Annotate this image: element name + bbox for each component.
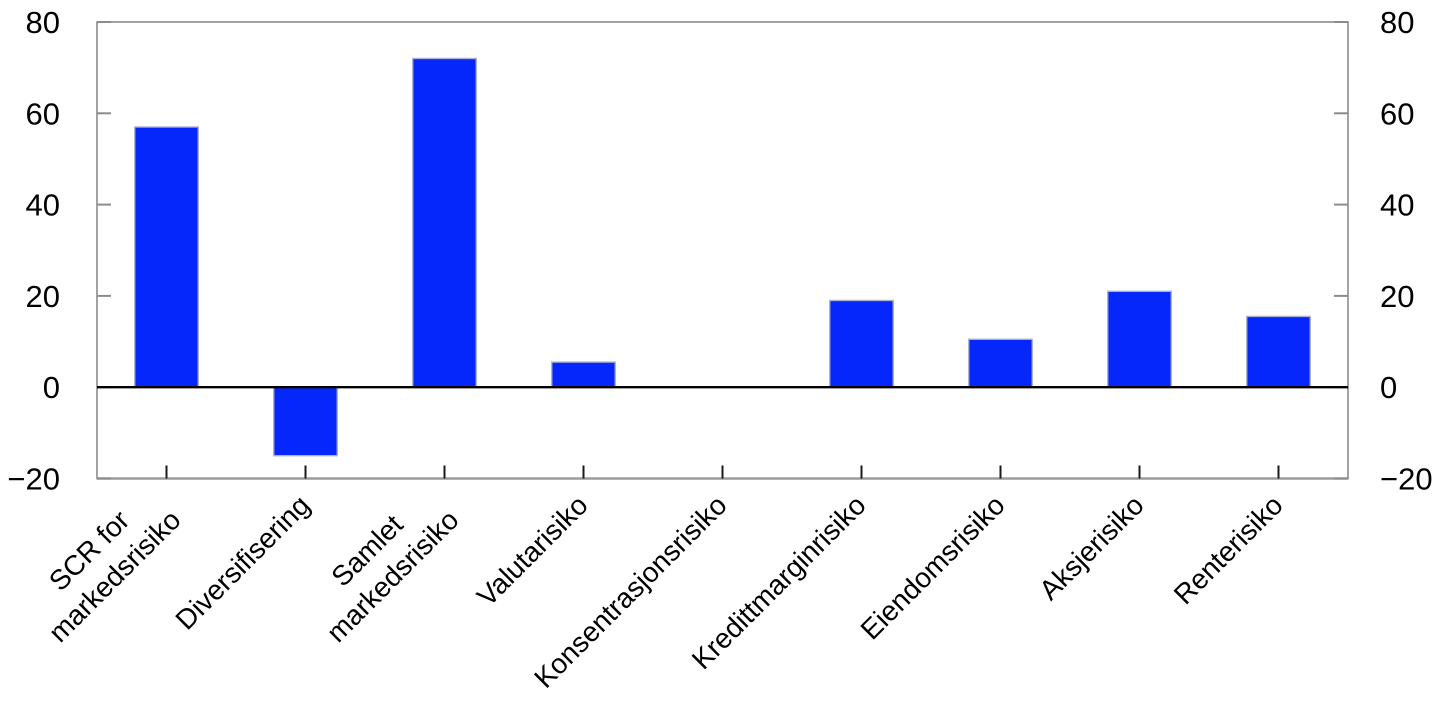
bar <box>968 338 1033 388</box>
y-tick-label-right: 80 <box>1380 5 1414 40</box>
bar <box>1107 290 1172 388</box>
y-tick-label-right: 60 <box>1380 96 1414 131</box>
bar <box>551 361 616 388</box>
y-tick-label-left: 0 <box>43 370 60 405</box>
y-tick-label-left: 40 <box>26 188 60 223</box>
bar <box>134 126 199 388</box>
bar <box>412 57 477 388</box>
y-tick-label-left: 20 <box>26 279 60 314</box>
bar <box>829 299 894 388</box>
y-tick-label-right: 40 <box>1380 188 1414 223</box>
y-tick-label-right: 20 <box>1380 279 1414 314</box>
y-tick-label-right: 0 <box>1380 370 1397 405</box>
bar <box>273 386 338 457</box>
y-tick-label-left: 60 <box>26 96 60 131</box>
y-tick-label-left: −20 <box>7 462 60 497</box>
y-tick-label-left: 80 <box>26 5 60 40</box>
bar <box>1246 315 1311 388</box>
y-tick-label-right: −20 <box>1380 462 1433 497</box>
